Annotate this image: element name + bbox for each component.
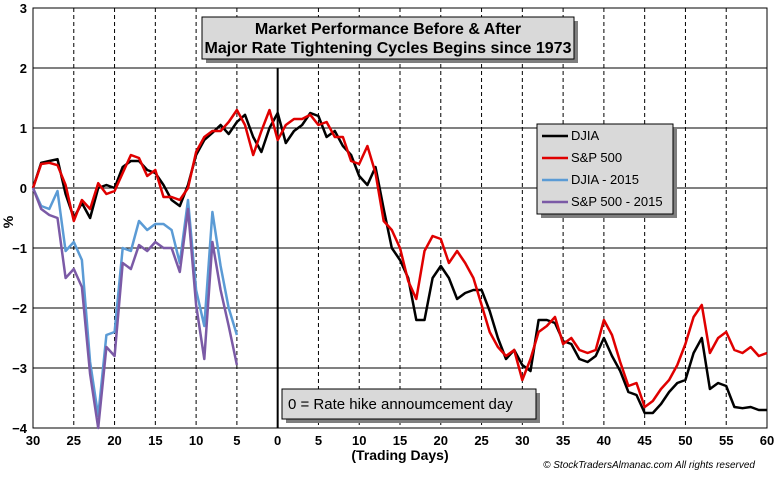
y-tick-label: 3 <box>20 1 27 16</box>
x-tick-label: 45 <box>637 433 651 448</box>
y-tick-labels: −4 −3 −2 −1 0 1 2 3 <box>12 1 28 436</box>
y-tick-label: 2 <box>20 61 27 76</box>
series-line-2 <box>31 187 239 418</box>
x-tick-label: 60 <box>760 433 774 448</box>
x-tick-label: 15 <box>148 433 162 448</box>
copyright-notice: © StockTradersAlmanac.com All rights res… <box>543 460 755 471</box>
x-axis-label: (Trading Days) <box>351 447 448 463</box>
x-tick-label: 10 <box>189 433 203 448</box>
legend-label: S&P 500 <box>571 150 622 165</box>
series-lines <box>31 108 768 430</box>
x-tick-label: 20 <box>107 433 121 448</box>
x-tick-labels: 30 25 20 15 10 5 0 5 10 15 20 25 30 35 40 45 50 55 60 <box>26 433 774 448</box>
x-tick-label: 55 <box>719 433 733 448</box>
x-tick-label: 0 <box>274 433 281 448</box>
legend-label: DJIA <box>571 128 600 143</box>
y-tick-label: −1 <box>12 241 27 256</box>
y-tick-label: 1 <box>20 121 27 136</box>
x-tick-label: 25 <box>474 433 488 448</box>
y-tick-label: −3 <box>12 361 27 376</box>
x-tick-label: 10 <box>352 433 366 448</box>
y-tick-label: −2 <box>12 301 27 316</box>
x-tick-label: 5 <box>315 433 322 448</box>
legend-label: S&P 500 - 2015 <box>571 194 663 209</box>
plot-frame <box>32 7 768 429</box>
y-axis-label: % <box>0 215 16 228</box>
chart-title: Market Performance Before & After Major … <box>201 16 578 63</box>
series-line-3 <box>31 187 239 430</box>
y-tick-label: −4 <box>12 421 28 436</box>
chart-title-line-1: Market Performance Before & After <box>255 21 521 38</box>
annotation-text: 0 = Rate hike annoumcement day <box>288 396 513 413</box>
title-box-background <box>201 16 575 60</box>
x-tick-label: 30 <box>26 433 40 448</box>
series-line-1 <box>31 108 768 409</box>
legend-entries: DJIA S&P 500 DJIA - 2015 S&P 500 - 2015 <box>542 128 663 209</box>
x-tick-label: 25 <box>67 433 81 448</box>
legend-background <box>536 123 674 215</box>
x-tick-label: 20 <box>434 433 448 448</box>
annotation-background <box>281 388 537 420</box>
x-tick-label: 15 <box>393 433 407 448</box>
x-tick-label: 50 <box>678 433 692 448</box>
x-tick-label: 5 <box>233 433 240 448</box>
annotation: 0 = Rate hike annoumcement day <box>281 388 540 423</box>
x-tick-label: 35 <box>556 433 570 448</box>
legend: DJIA S&P 500 DJIA - 2015 S&P 500 - 2015 <box>536 123 677 218</box>
legend-label: DJIA - 2015 <box>571 172 639 187</box>
x-tick-label: 40 <box>597 433 611 448</box>
chart-title-line-2: Major Rate Tightening Cycles Begins sinc… <box>205 40 572 57</box>
y-tick-label: 0 <box>20 181 27 196</box>
x-tick-label: 30 <box>515 433 529 448</box>
